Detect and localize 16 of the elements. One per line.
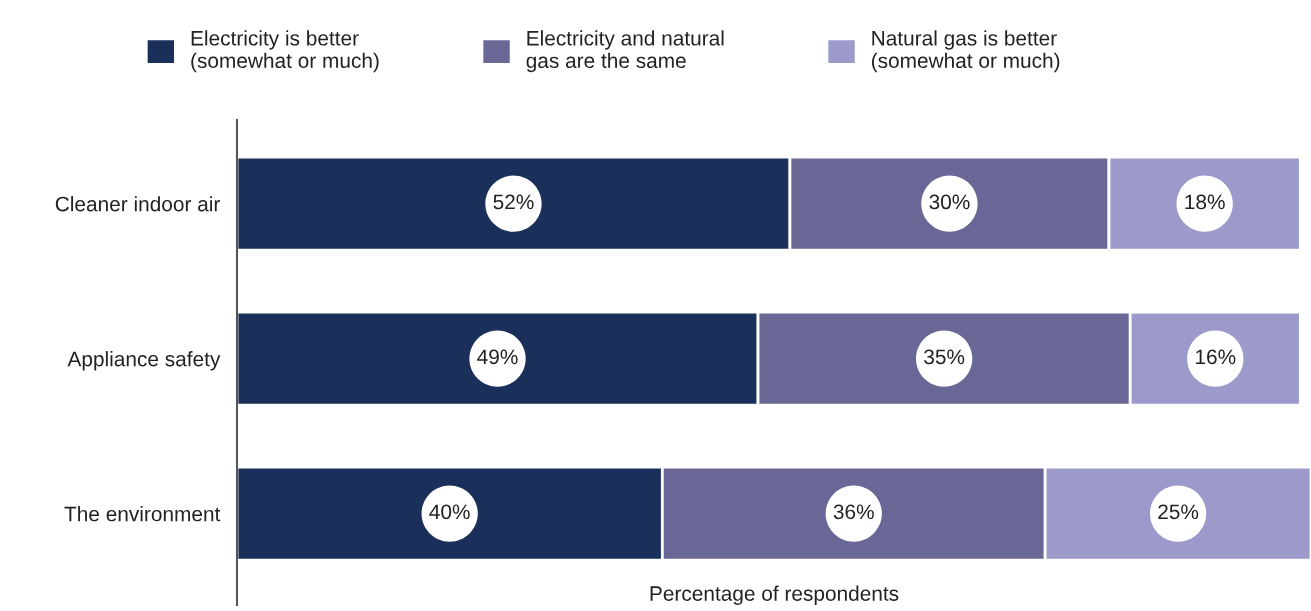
data-label: 35%	[924, 349, 965, 365]
data-label: 18%	[1185, 194, 1225, 210]
data-label: 16%	[1196, 349, 1236, 365]
data-label: 52%	[493, 194, 534, 210]
y-tick-label: Cleaner indoor air	[55, 196, 220, 212]
y-tick-label: Appliance safety	[67, 351, 221, 371]
data-label: 36%	[833, 504, 874, 520]
legend-label: Electricity and natural gas are the same	[526, 30, 724, 73]
data-label: 25%	[1158, 504, 1199, 520]
data-label: 49%	[477, 349, 518, 365]
y-tick-label: The environment	[64, 506, 221, 522]
data-label: 30%	[929, 194, 970, 210]
data-label: 40%	[429, 504, 470, 520]
x-axis-title: Percentage of respondents	[650, 585, 899, 605]
legend-label: Electricity is better (somewhat or much)	[191, 30, 379, 73]
legend-label: Natural gas is better (somewhat or much)	[871, 30, 1060, 73]
